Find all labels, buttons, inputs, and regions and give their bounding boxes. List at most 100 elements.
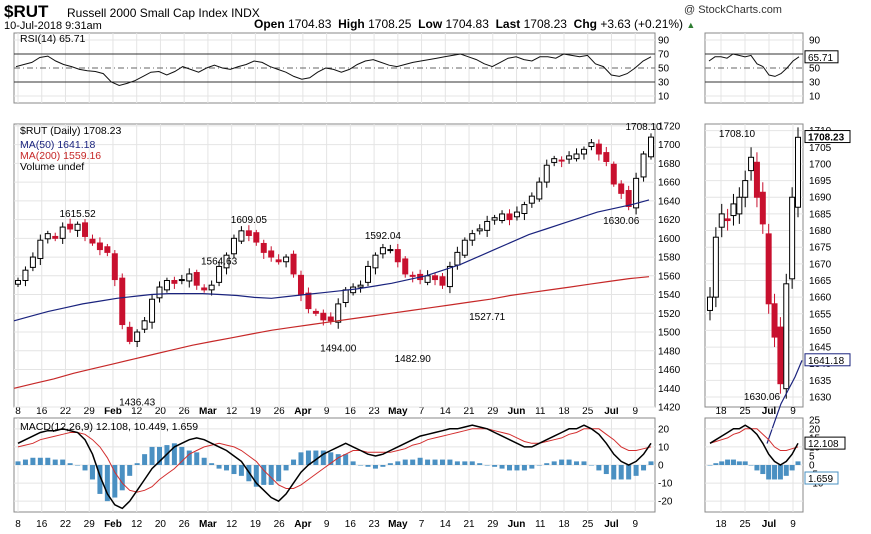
macd-inset-y-tick: 25 [809, 415, 821, 426]
inset-ma50-line [766, 360, 803, 444]
x-tick-label: 18 [558, 406, 570, 417]
macd-histogram-bar [224, 465, 230, 471]
price-y-tick: 1460 [658, 365, 681, 376]
macd-histogram-bar [358, 465, 364, 466]
candle-body [558, 159, 565, 162]
x-tick-label: 19 [250, 519, 262, 530]
open-value: 1704.83 [288, 17, 332, 31]
macd-histogram-bar [209, 463, 215, 465]
inset-candle-body [730, 203, 737, 217]
inset-price-annotation: 1630.06 [744, 392, 781, 403]
inset-price-y-tick: 1665 [809, 276, 832, 287]
macd-histogram-bar [365, 465, 371, 467]
rsi-y-tick: 10 [658, 92, 670, 103]
x-tick-label: Mar [199, 406, 217, 417]
candle-body [283, 256, 290, 263]
macd-histogram-bar [45, 457, 51, 465]
candle-body [327, 316, 334, 322]
x-tick-label: 14 [440, 519, 452, 530]
macd-histogram-bar [641, 465, 647, 471]
macd-histogram-bar [112, 465, 118, 498]
x-tick-label: 25 [582, 406, 594, 417]
inset-x-tick-label: 9 [790, 519, 796, 530]
candle-body [223, 254, 230, 269]
x-tick-label: 21 [463, 406, 475, 417]
candle-body [238, 230, 245, 242]
macd-histogram-bar [276, 465, 282, 482]
rsi-legend: RSI(14) 65.71 [20, 33, 86, 45]
rsi-y-tick: 70 [658, 50, 670, 61]
candle-body [59, 226, 66, 239]
inset-price-y-tick: 1705 [809, 143, 832, 154]
candle-body [566, 155, 573, 160]
price-y-tick: 1700 [658, 140, 681, 151]
x-tick-label: 29 [84, 406, 96, 417]
candle-body [476, 228, 483, 232]
candle-body [372, 254, 379, 269]
candle-body [357, 284, 364, 288]
candle-body [201, 287, 208, 291]
price-y-tick: 1520 [658, 309, 681, 320]
price-y-tick: 1600 [658, 234, 681, 245]
macd-histogram-bar [216, 465, 222, 469]
macd-histogram-bar [89, 465, 95, 480]
x-tick-label: 26 [274, 406, 286, 417]
macd-hist-value: 1.659 [808, 474, 833, 485]
macd-histogram-bar [194, 452, 200, 465]
candle-body [260, 242, 267, 253]
inset-candle-body [736, 196, 743, 215]
symbol-title: $RUT [4, 2, 49, 21]
inset-x-tick-label: 18 [715, 519, 727, 530]
candle-body [22, 269, 29, 281]
macd-histogram-bar [484, 465, 490, 466]
price-y-tick: 1560 [658, 271, 681, 282]
candle-body [387, 249, 394, 252]
x-tick-label: 12 [226, 519, 238, 530]
inset-price-y-tick: 1685 [809, 209, 832, 220]
low-value: 1704.83 [445, 17, 489, 31]
last-value: 1708.23 [523, 17, 567, 31]
inset-x-tick-label: Jul [762, 406, 777, 417]
inset-macd-histogram-bar [748, 465, 754, 466]
macd-histogram-bar [261, 465, 267, 485]
candle-body [618, 183, 625, 194]
macd-histogram-bar [588, 465, 594, 466]
macd-histogram-bar [425, 459, 431, 465]
candle-body [595, 143, 602, 155]
inset-macd-histogram-bar [766, 465, 772, 480]
candle-body [208, 284, 215, 291]
macd-inset-y-tick: 5 [809, 451, 815, 462]
chg-label: Chg [573, 17, 597, 31]
candle-body [312, 310, 319, 314]
x-tick-label: 12 [131, 406, 143, 417]
inset-x-tick-label: 9 [790, 406, 796, 417]
inset-macd-histogram-bar [783, 465, 789, 476]
x-tick-label: 14 [440, 406, 452, 417]
price-panel-inset-frame [704, 123, 804, 408]
macd-histogram-bar [439, 459, 445, 465]
macd-last-box [804, 436, 846, 450]
price-legend-ma200: MA(200) 1559.16 [20, 150, 101, 162]
inset-ma-value: 1641.18 [808, 356, 845, 367]
macd-histogram-bar [633, 465, 639, 476]
rsi-y-tick: 90 [658, 36, 670, 47]
candle-body [290, 253, 297, 275]
candle-body [573, 153, 580, 160]
price-y-tick: 1540 [658, 290, 681, 301]
x-tick-label: 29 [487, 519, 499, 530]
x-tick-label: 9 [324, 406, 330, 417]
candle-body [335, 303, 342, 323]
up-arrow-icon: ▲ [686, 20, 696, 30]
inset-x-tick-label: 18 [715, 406, 727, 417]
x-tick-label: 26 [179, 406, 191, 417]
macd-histogram-bar [22, 459, 28, 465]
x-tick-label: 20 [155, 519, 167, 530]
inset-macd-histogram-bar [795, 461, 801, 465]
x-tick-label: May [388, 406, 408, 417]
macd-last-value: 12.108 [808, 439, 839, 450]
inset-candle-body [712, 236, 719, 298]
inset-last-price-box [804, 130, 851, 144]
inset-macd-histogram-bar [707, 465, 713, 466]
candle-body [528, 195, 535, 204]
inset-macd-histogram-bar [789, 465, 795, 471]
